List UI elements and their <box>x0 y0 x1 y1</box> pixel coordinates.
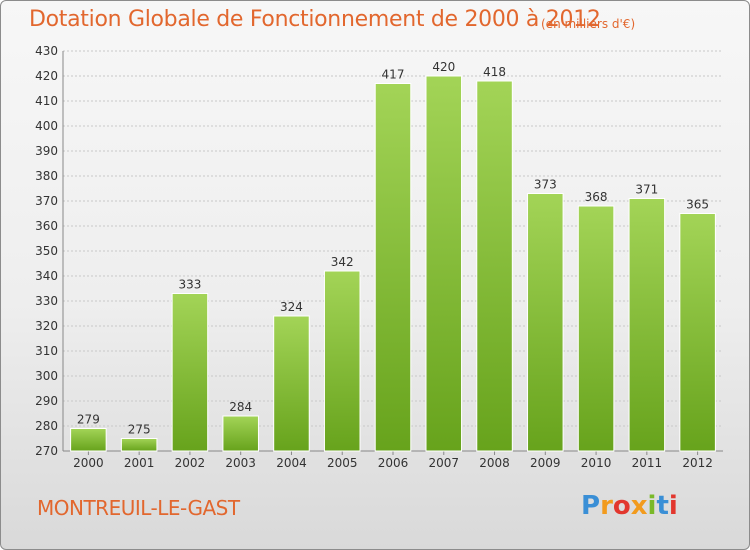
data-label: 417 <box>382 68 405 82</box>
y-tick-label: 360 <box>35 219 58 233</box>
y-tick-label: 410 <box>35 94 58 108</box>
data-label: 324 <box>280 300 303 314</box>
x-tick-label: 2008 <box>479 456 510 470</box>
x-tick-label: 2001 <box>124 456 155 470</box>
logo-letter: P <box>581 491 601 521</box>
chart-subtitle: (en milliers d'€) <box>541 17 636 31</box>
logo-letter: r <box>600 491 613 521</box>
y-tick-label: 350 <box>35 244 58 258</box>
data-label: 418 <box>483 65 506 79</box>
logo-letter: o <box>612 491 631 521</box>
bar <box>476 80 513 452</box>
bar <box>222 415 259 452</box>
x-tick-label: 2004 <box>276 456 307 470</box>
bar <box>425 75 463 452</box>
bar <box>70 428 107 452</box>
bar <box>527 193 564 452</box>
y-tick-label: 300 <box>35 369 58 383</box>
bar <box>273 315 310 452</box>
x-tick-label: 2005 <box>327 456 358 470</box>
data-label: 275 <box>128 423 151 437</box>
y-tick-label: 330 <box>35 294 58 308</box>
data-label: 368 <box>585 190 608 204</box>
x-tick-label: 2011 <box>632 456 663 470</box>
x-tick-label: 2007 <box>428 456 459 470</box>
x-tick-label: 2012 <box>682 456 713 470</box>
y-tick-label: 310 <box>35 344 58 358</box>
data-label: 284 <box>229 400 252 414</box>
data-label: 342 <box>331 255 354 269</box>
proxiti-logo: Proxiti <box>581 491 678 521</box>
logo-letter: x <box>630 491 648 521</box>
data-label: 420 <box>432 60 455 74</box>
logo-letter: t <box>656 491 669 521</box>
bar <box>577 205 615 452</box>
y-tick-label: 320 <box>35 319 58 333</box>
bar <box>628 198 666 452</box>
bar <box>374 83 412 452</box>
y-tick-label: 430 <box>35 44 58 58</box>
bar <box>120 438 158 452</box>
x-tick-label: 2009 <box>530 456 561 470</box>
bar <box>323 270 361 452</box>
data-label: 333 <box>178 278 201 292</box>
logo-letter: i <box>668 491 678 521</box>
y-tick-label: 370 <box>35 194 58 208</box>
y-tick-label: 390 <box>35 144 58 158</box>
bar <box>171 293 209 452</box>
data-label: 365 <box>686 198 709 212</box>
y-tick-label: 290 <box>35 394 58 408</box>
x-tick-label: 2000 <box>73 456 104 470</box>
bar <box>679 213 716 452</box>
x-tick-label: 2003 <box>225 456 256 470</box>
commune-name: MONTREUIL-LE-GAST <box>37 496 240 520</box>
x-tick-label: 2006 <box>378 456 409 470</box>
data-label: 373 <box>534 178 557 192</box>
chart-title: Dotation Globale de Fonctionnement de 20… <box>29 7 601 32</box>
x-tick-label: 2002 <box>175 456 206 470</box>
y-tick-label: 400 <box>35 119 58 133</box>
y-tick-label: 420 <box>35 69 58 83</box>
y-tick-label: 270 <box>35 444 58 458</box>
data-label: 371 <box>635 183 658 197</box>
data-label: 279 <box>77 413 100 427</box>
x-tick-label: 2010 <box>581 456 612 470</box>
y-tick-label: 340 <box>35 269 58 283</box>
logo-letter: i <box>647 491 657 521</box>
y-tick-label: 280 <box>35 419 58 433</box>
y-tick-label: 380 <box>35 169 58 183</box>
